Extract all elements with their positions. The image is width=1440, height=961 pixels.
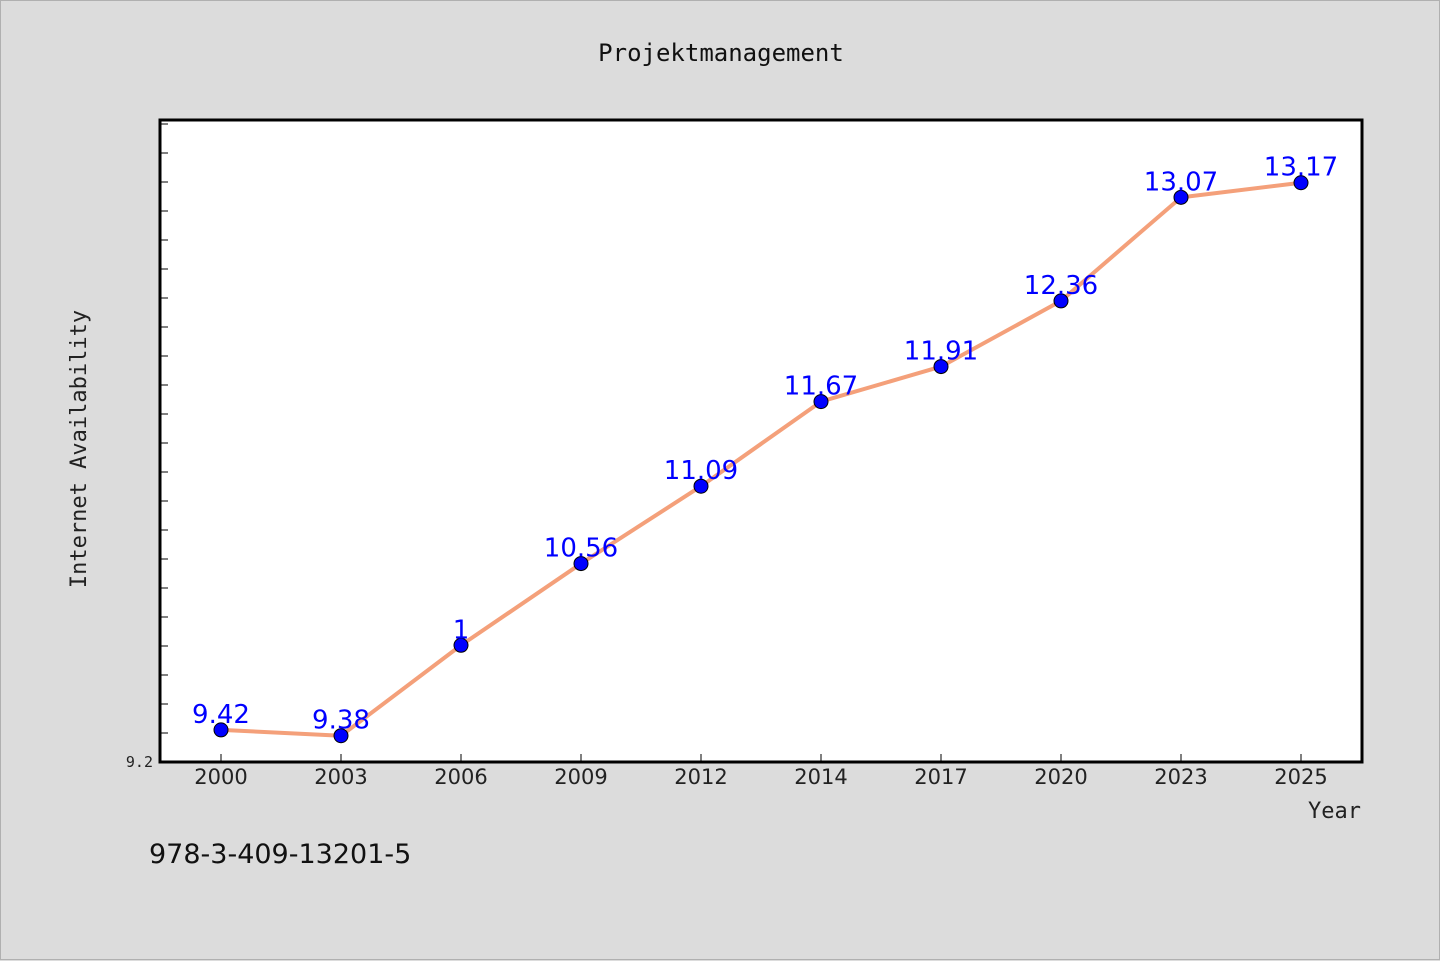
- data-point: [213, 722, 229, 738]
- data-label: 9.38: [312, 706, 370, 736]
- isbn-text: 978-3-409-13201-5: [149, 839, 411, 870]
- x-tick-label: 2000: [194, 765, 247, 789]
- x-tick-label: 2009: [554, 765, 607, 789]
- data-point: [1293, 175, 1309, 191]
- chart-title: Projektmanagement: [598, 39, 844, 67]
- x-tick-label: 2023: [1154, 765, 1207, 789]
- plot-area: [158, 118, 1364, 764]
- data-label: 10.56: [544, 534, 618, 564]
- x-tick-label: 2012: [674, 765, 727, 789]
- x-tick-label: 2020: [1034, 765, 1087, 789]
- data-label: 13.07: [1144, 167, 1218, 197]
- data-label: 12.36: [1024, 271, 1098, 301]
- data-label: 1: [453, 615, 470, 645]
- data-point: [1173, 189, 1189, 205]
- series-line: [220, 180, 1302, 738]
- data-point: [573, 556, 589, 572]
- data-point: [933, 359, 949, 375]
- data-point: [1053, 293, 1069, 309]
- y-min-tick-label: 9.2: [126, 753, 153, 771]
- data-label: 11.91: [904, 337, 978, 367]
- x-tick-label: 2014: [794, 765, 847, 789]
- x-tick-label: 2025: [1274, 765, 1327, 789]
- x-tick-label: 2006: [434, 765, 487, 789]
- x-tick-label: 2003: [314, 765, 367, 789]
- x-axis-label: Year: [1308, 799, 1361, 824]
- data-point: [453, 637, 469, 653]
- x-axis-ticks: 2000 2003 2006 2009 2012 2014 2017 2020 2023 2025: [194, 754, 1328, 789]
- data-point: [333, 728, 349, 744]
- data-label: 11.09: [664, 456, 738, 486]
- data-label: 9.42: [192, 700, 250, 730]
- data-point: [693, 478, 709, 494]
- y-axis-ticks: [160, 123, 168, 734]
- data-point: [813, 394, 829, 410]
- data-label: 13.17: [1264, 153, 1338, 183]
- data-label: 11.67: [784, 372, 858, 402]
- y-axis-label: Internet Availability: [67, 310, 92, 588]
- series-layer: 9.42 9.38 1 10.56 11.09 11.67 11.91 12.36 13.07 1…: [192, 153, 1338, 744]
- x-tick-label: 2017: [914, 765, 967, 789]
